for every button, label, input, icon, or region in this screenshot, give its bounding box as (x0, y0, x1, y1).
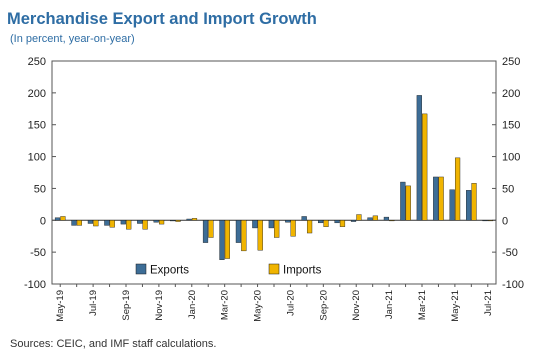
x-tick-label: May-21 (450, 290, 461, 322)
imports-bar-jun-19 (76, 220, 82, 226)
x-tick-label: Sep-20 (318, 290, 329, 321)
legend-label-exports: Exports (150, 265, 189, 277)
bar-series (54, 95, 494, 260)
imports-bar-may-19 (60, 216, 66, 221)
imports-bar-jun-20 (274, 220, 280, 238)
imports-bar-mar-20 (224, 220, 230, 259)
y-tick-label-right: 200 (502, 88, 520, 100)
imports-bar-jul-20 (290, 220, 296, 237)
imports-bar-may-20 (257, 220, 263, 251)
exports-bar-aug-20 (301, 216, 307, 221)
imports-bar-feb-21 (405, 185, 411, 221)
plot-area-border (51, 60, 497, 285)
x-tick-label: Jan-21 (384, 290, 395, 319)
imports-bar-may-21 (454, 157, 461, 221)
imports-bar-nov-19 (158, 220, 165, 225)
exports-bar-may-20 (252, 220, 258, 229)
imports-bar-aug-20 (306, 220, 313, 234)
exports-bar-mar-20 (219, 220, 225, 260)
imports-bar-feb-20 (208, 220, 214, 238)
exports-bar-nov-20 (350, 220, 357, 222)
exports-bar-jul-20 (285, 220, 291, 223)
y-tick-label-right: 250 (502, 56, 520, 68)
legend: Exports Imports (135, 263, 322, 277)
imports-bar-apr-21 (438, 176, 444, 221)
imports-bar-sep-19 (126, 220, 132, 230)
exports-bar-jan-20 (186, 218, 192, 221)
y-tick-label-right: -50 (502, 247, 518, 259)
source-note: Sources: CEIC, and IMF staff calculation… (10, 338, 217, 350)
imports-bar-jun-21 (471, 183, 477, 221)
x-tick-label: Mar-21 (417, 290, 428, 320)
exports-bar-jun-19 (71, 220, 77, 226)
exports-bar-may-21 (449, 189, 455, 221)
y-tick-label-left: 150 (28, 120, 46, 132)
y-tick-label-right: 100 (502, 152, 520, 164)
exports-bar-oct-19 (137, 220, 143, 224)
y-axis-ticks: -100 -100 -50 -50 0 0 50 50 100 100 150 150 200 200 25… (24, 56, 524, 291)
x-tick-label: Jul-20 (285, 290, 296, 316)
imports-bar-jul-21 (487, 220, 494, 222)
exports-bar-dec-19 (170, 220, 176, 222)
x-tick-label: Mar-20 (220, 290, 231, 320)
exports-bar-dec-20 (367, 217, 373, 221)
plot-frame (51, 60, 497, 285)
exports-bar-apr-21 (433, 176, 439, 221)
chart-subtitle: (In percent, year-on-year) (10, 33, 135, 45)
y-tick-label-left: -50 (30, 247, 46, 259)
exports-bar-may-19 (54, 217, 61, 221)
x-tick-label: Jul-21 (483, 290, 494, 316)
y-tick-label-right: -100 (502, 279, 524, 291)
y-tick-label-right: 50 (502, 183, 514, 195)
chart-title: Merchandise Export and Import Growth (7, 10, 317, 28)
x-axis-ticks: May-19 Jul-19 Sep-19 Nov-19 Jan-20 Mar-20 May-… (55, 284, 494, 322)
imports-bar-sep-20 (323, 220, 329, 227)
exports-bar-apr-20 (235, 220, 242, 243)
imports-bar-oct-19 (142, 220, 148, 230)
exports-bar-nov-19 (153, 220, 159, 223)
imports-bar-jan-21 (389, 220, 395, 222)
imports-bar-dec-20 (372, 215, 378, 221)
legend-label-imports: Imports (283, 265, 322, 277)
imports-bar-apr-20 (241, 220, 247, 252)
imports-bar-aug-19 (109, 220, 115, 228)
imports-bar-nov-20 (356, 214, 362, 221)
exports-bar-jul-19 (87, 220, 94, 224)
exports-bar-sep-19 (120, 220, 126, 225)
imports-bar-jan-20 (191, 218, 198, 221)
x-tick-label: Sep-19 (121, 290, 132, 321)
exports-bar-feb-21 (400, 181, 406, 221)
y-tick-label-left: -100 (24, 279, 46, 291)
y-tick-label-left: 0 (40, 215, 46, 227)
y-tick-label-left: 250 (28, 56, 46, 68)
imports-bar-dec-19 (175, 220, 181, 222)
x-tick-label: May-19 (55, 290, 66, 322)
y-tick-label-right: 150 (502, 120, 520, 132)
y-tick-label-left: 100 (28, 152, 46, 164)
exports-bar-jun-20 (268, 220, 274, 229)
exports-bar-sep-20 (318, 220, 324, 224)
exports-bar-oct-20 (334, 220, 340, 224)
exports-bar-feb-20 (202, 220, 209, 243)
x-tick-label: Nov-20 (351, 290, 362, 321)
exports-bar-jan-21 (383, 216, 390, 221)
y-tick-label-left: 50 (34, 183, 46, 195)
x-tick-label: Nov-19 (154, 290, 165, 321)
imports-bar-jul-19 (93, 220, 99, 227)
legend-swatch-exports (135, 263, 147, 275)
imports-bar-mar-21 (422, 113, 428, 221)
y-tick-label-left: 200 (28, 88, 46, 100)
x-tick-label: Jul-19 (88, 290, 99, 316)
imports-bar-oct-20 (339, 220, 346, 227)
exports-bar-mar-21 (416, 95, 422, 221)
y-tick-label-right: 0 (502, 215, 508, 227)
x-tick-label: May-20 (253, 290, 264, 322)
exports-bar-jun-21 (466, 190, 472, 221)
exports-bar-jul-21 (482, 220, 488, 222)
exports-bar-aug-19 (104, 220, 110, 226)
legend-swatch-imports (268, 263, 280, 275)
x-tick-label: Jan-20 (187, 290, 198, 319)
